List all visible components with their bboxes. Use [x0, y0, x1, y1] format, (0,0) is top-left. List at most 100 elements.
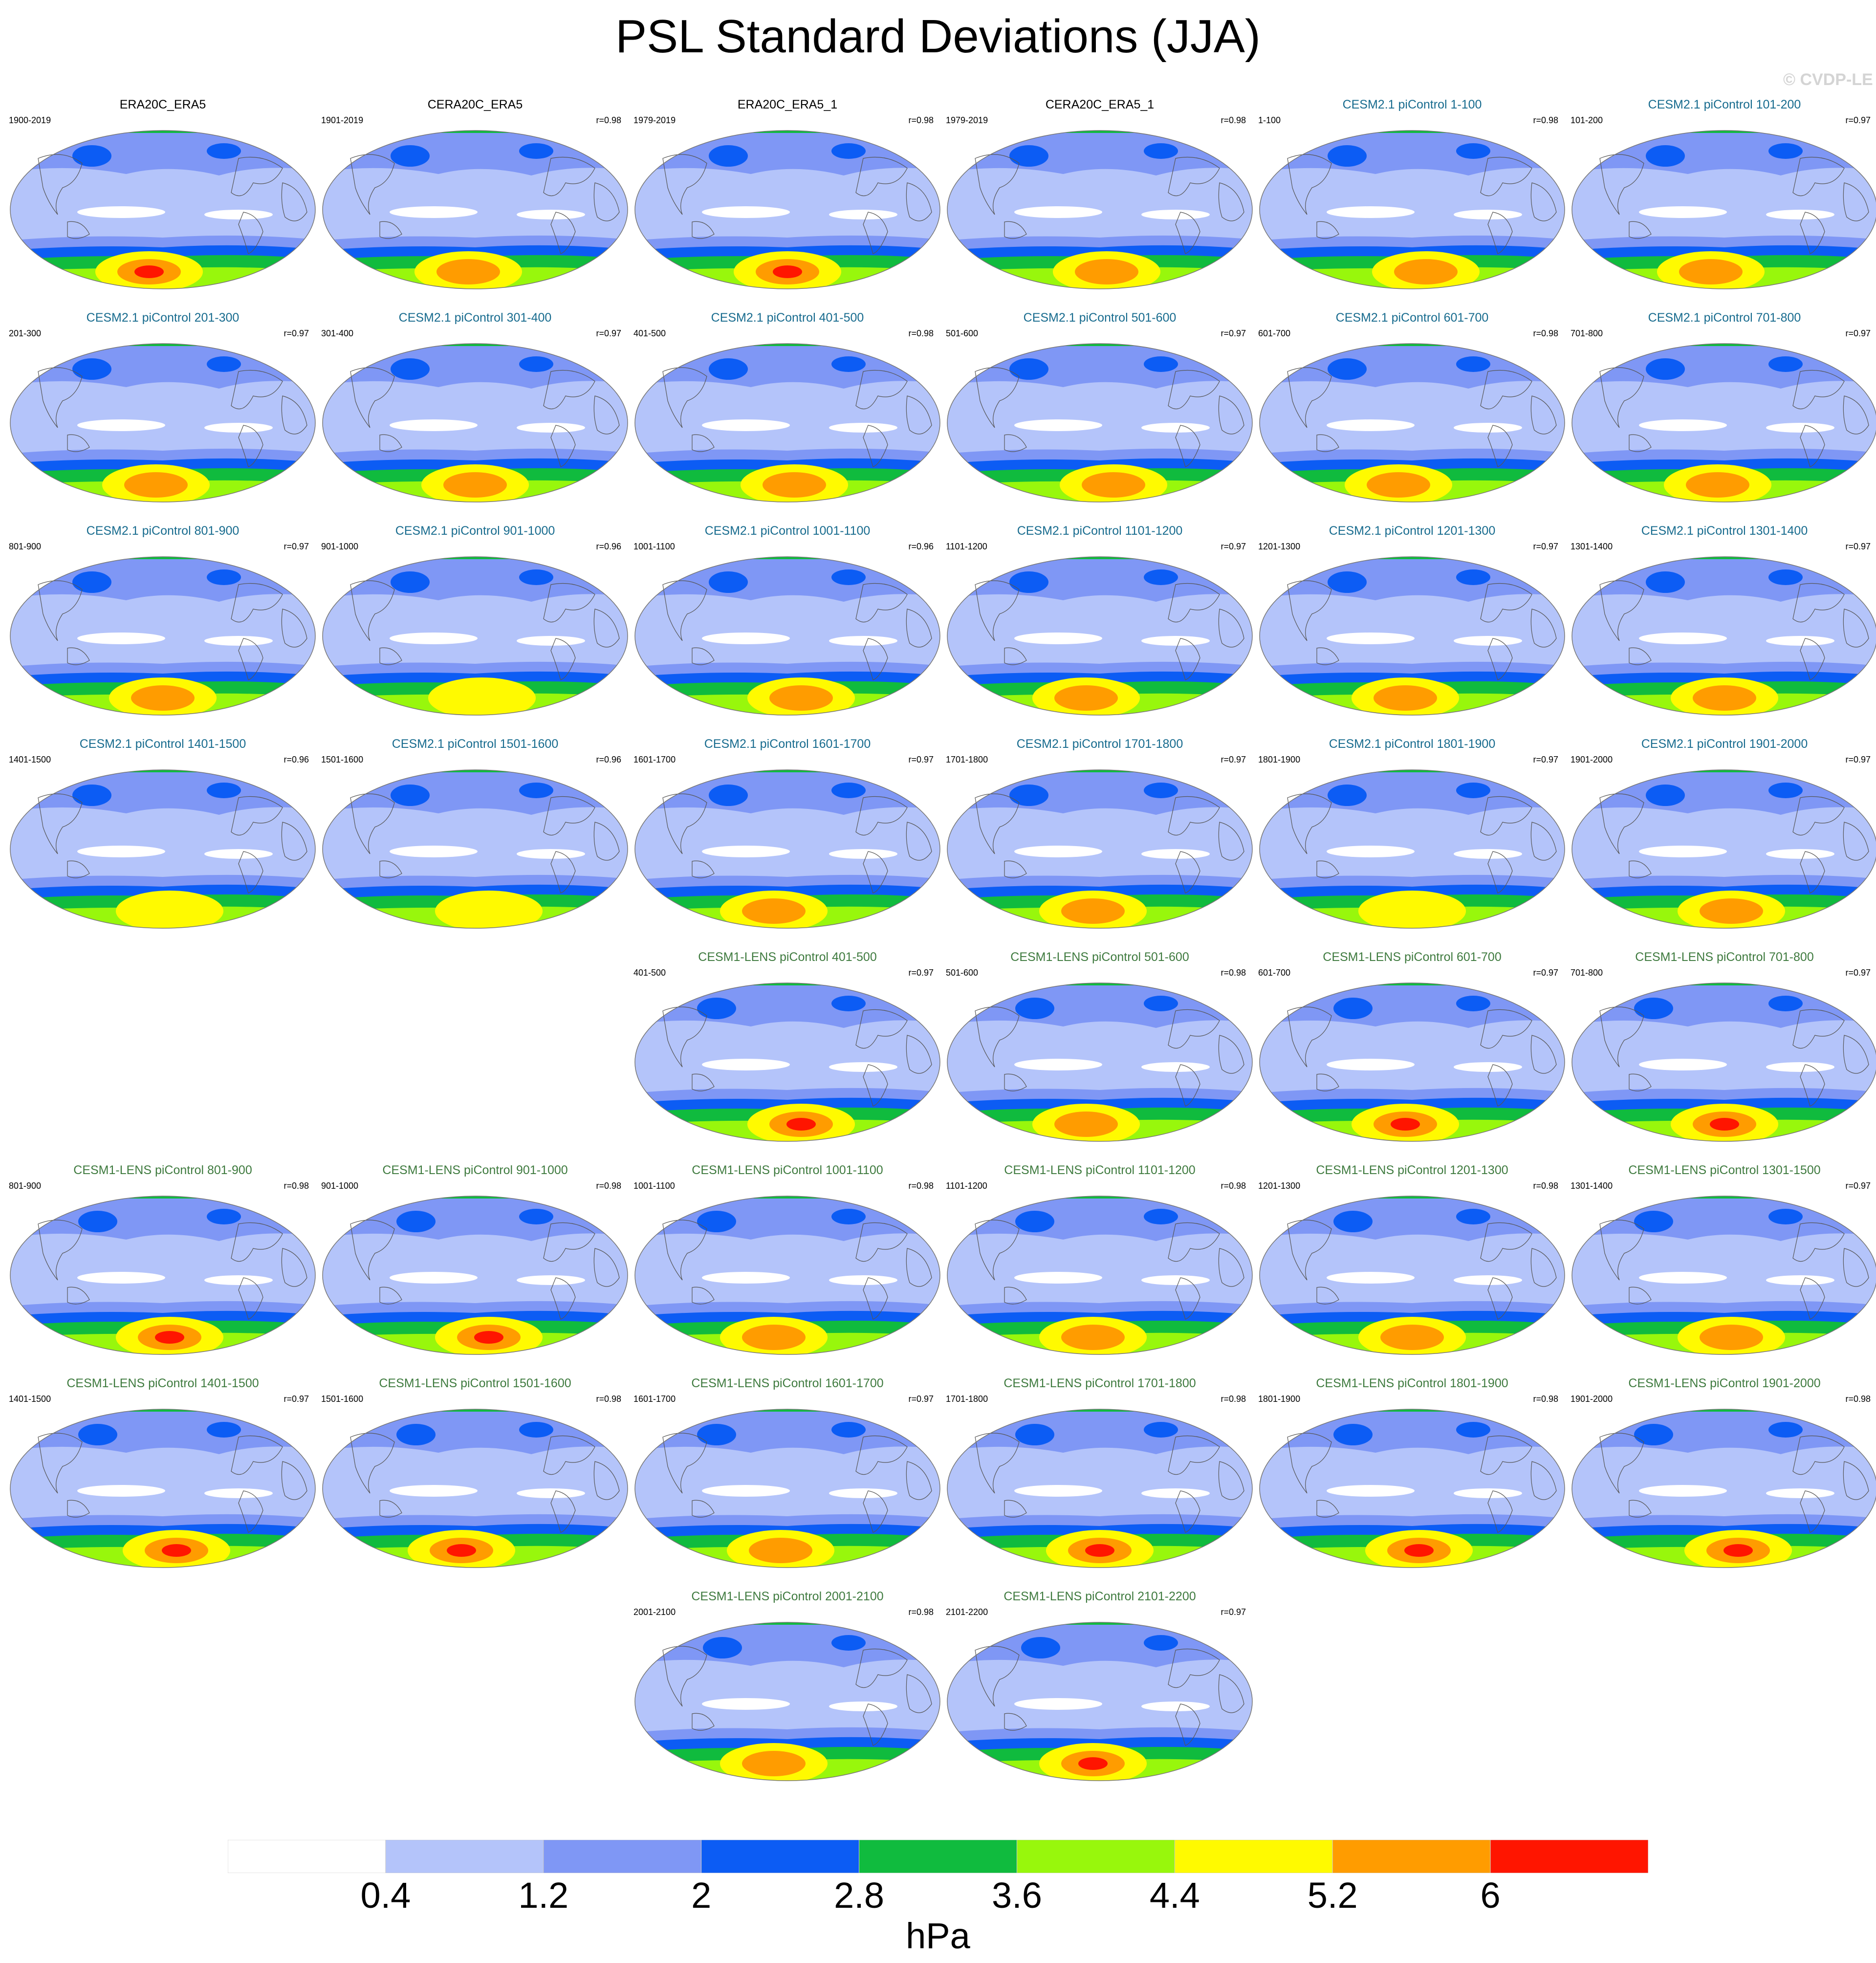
field-arctic-cap [947, 770, 1252, 772]
colorbar-swatch [1332, 1840, 1491, 1873]
coastline [692, 860, 715, 878]
map-panel: CESM1-LENS piControl 1201-1300 1201-1300 r… [1258, 1163, 1566, 1374]
map-outline [1259, 1409, 1565, 1568]
field-npacific-cell [391, 785, 430, 806]
field-natlantic-cell [1144, 1209, 1178, 1224]
field-natlantic-cell [1768, 783, 1803, 798]
field-peak-contour [769, 685, 833, 711]
panel-year-range: 601-700 [1258, 328, 1291, 338]
field-npacific-cell [1634, 1211, 1673, 1232]
coastline [1004, 860, 1027, 878]
robinson-map [10, 130, 316, 289]
coastline [1480, 796, 1532, 836]
coastline [1599, 367, 1644, 428]
robinson-map [947, 769, 1253, 929]
coastline [906, 1461, 932, 1500]
field-arctic-cap [635, 131, 940, 133]
coastline [855, 796, 908, 836]
field-natlantic-cell [1768, 143, 1803, 159]
field-peak-contour [1686, 472, 1749, 498]
coastline [692, 647, 715, 665]
panel-pattern-correlation: r=0.98 [908, 115, 934, 125]
colorbar-tick-label: 2 [691, 1875, 712, 1916]
map-panel: CESM1-LENS piControl 1301-1500 1301-1400 r… [1571, 1163, 1876, 1374]
field-npacific-cell [709, 571, 748, 593]
field-npacific-cell [1328, 145, 1367, 167]
robinson-map [10, 769, 316, 929]
field-npacific-cell [1328, 571, 1367, 593]
map-panel: CESM2.1 piControl 1-100 1-100 r=0.98 [1258, 98, 1566, 308]
field-tropic-patch [204, 1488, 273, 1498]
coastline [863, 638, 888, 680]
robinson-map [1259, 1196, 1565, 1355]
coastline [1843, 1035, 1869, 1074]
panel-year-range: 1701-1800 [946, 755, 988, 764]
field-peak-contour [1700, 1325, 1763, 1350]
field-peak-contour [162, 1544, 191, 1557]
coastline [1287, 580, 1332, 641]
field-arctic-cap [635, 983, 940, 985]
field-tropic-patch [1766, 1275, 1834, 1285]
coastline [975, 1220, 1020, 1281]
map-outline [1259, 343, 1565, 502]
colorbar-swatch [1016, 1840, 1175, 1873]
field-natlantic-cell [1456, 569, 1490, 585]
map-outline [634, 1622, 940, 1781]
field-natlantic-cell [519, 569, 553, 585]
field-natlantic-cell [1456, 1209, 1490, 1224]
panel-year-range: 201-300 [9, 328, 42, 338]
field-tropic-patch [829, 1275, 897, 1285]
robinson-map [10, 1196, 316, 1355]
robinson-map [947, 556, 1253, 716]
coastline [543, 1436, 595, 1475]
panel-pattern-correlation: r=0.97 [1533, 968, 1558, 978]
robinson-map [322, 1196, 628, 1355]
coastline [1800, 1490, 1825, 1533]
coastline [1792, 1436, 1845, 1475]
field-natlantic-cell [831, 783, 866, 798]
coastline [1218, 822, 1244, 861]
field-tropic-patch [702, 206, 790, 218]
field-arctic-cap [947, 557, 1252, 559]
field-npacific-cell [1333, 1211, 1373, 1232]
coastline [350, 1433, 395, 1494]
panel-pattern-correlation: r=0.97 [1221, 1607, 1246, 1617]
map-outline [634, 556, 940, 716]
panel-year-range: 501-600 [946, 968, 979, 978]
field-tropic-patch [204, 849, 273, 859]
field-arctic-cap [1572, 1409, 1876, 1412]
field-tropic-patch [1639, 1059, 1727, 1070]
coastline [1792, 583, 1845, 623]
map-panel: CESM1-LENS piControl 2001-2100 2001-2100 r… [633, 1590, 941, 1800]
field-tropic-patch [77, 206, 165, 218]
panel-title: CESM2.1 piControl 201-300 [86, 311, 240, 325]
field-natlantic-cell [1456, 996, 1490, 1011]
coastline [543, 370, 595, 410]
coastline [1530, 395, 1557, 435]
coastline [379, 647, 402, 665]
field-npacific-cell [1328, 358, 1367, 380]
panel-title: CESM2.1 piControl 801-900 [86, 524, 240, 538]
field-tropic-patch [702, 1698, 790, 1710]
field-tropic-patch [1014, 846, 1102, 857]
field-peak-contour [131, 685, 195, 711]
coastline [350, 793, 395, 854]
map-panel: CESM1-LENS piControl 601-700 601-700 r=0.9… [1258, 950, 1566, 1160]
coastline [1168, 1222, 1220, 1262]
map-outline [634, 343, 940, 502]
field-tropic-patch [390, 1272, 478, 1284]
coastline [231, 1436, 283, 1475]
field-tropic-patch [1327, 1059, 1415, 1070]
coastline [863, 1064, 888, 1107]
coastline [350, 367, 395, 428]
robinson-map [1571, 982, 1876, 1142]
coastline [1792, 157, 1845, 196]
field-peak-contour [134, 265, 164, 278]
coastline [1168, 157, 1220, 196]
coastline [975, 1433, 1020, 1494]
field-peak-contour [763, 472, 826, 498]
field-tropic-patch [1014, 1485, 1102, 1497]
field-tropic-patch [829, 849, 897, 859]
field-tropic-patch [77, 1485, 165, 1497]
field-peak-contour [1367, 472, 1430, 498]
